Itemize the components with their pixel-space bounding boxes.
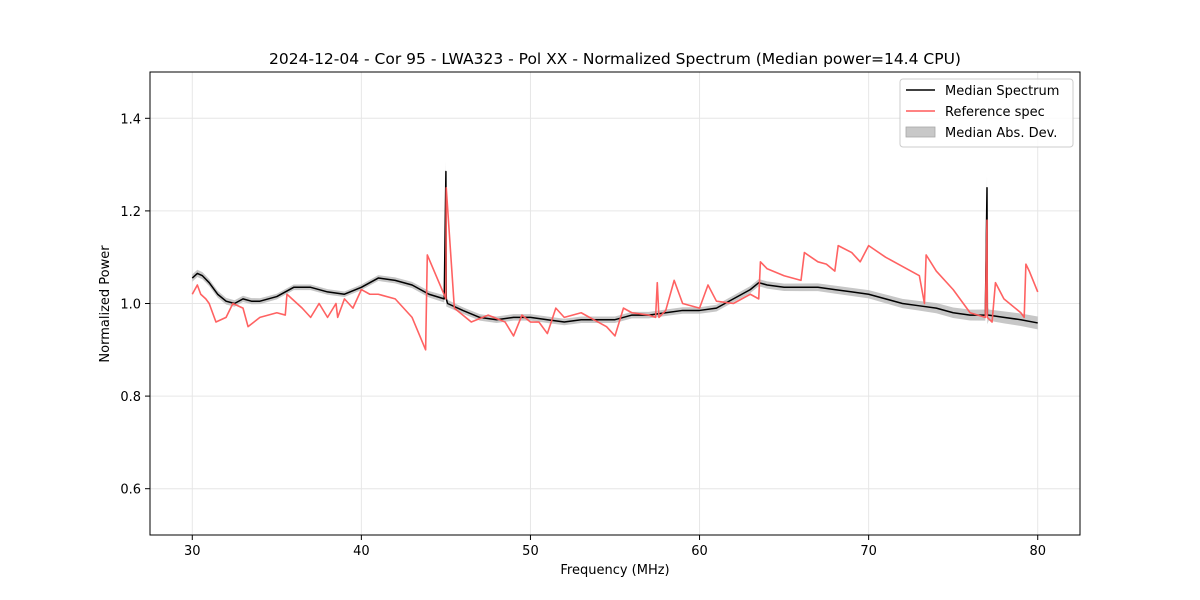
x-tick-label: 30 [184,544,201,559]
x-tick-label: 70 [860,544,877,559]
legend-box [899,78,1074,148]
legend-reference-label: Reference spec [945,105,1045,120]
y-tick-label: 1.0 [120,298,141,313]
chart-title: 2024-12-04 - Cor 95 - LWA323 - Pol XX - … [269,50,961,68]
y-tick-label: 0.6 [120,483,141,498]
median-abs-dev-band [192,161,1038,330]
x-tick-label: 40 [353,544,370,559]
median-spectrum-line [191,170,1038,324]
legend-mad-label: Median Abs. Dev. [945,126,1057,141]
y-tick-label: 0.8 [120,390,141,405]
y-tick-label: 1.2 [120,205,141,220]
x-tick-label: 60 [691,544,708,559]
plot-area [191,161,1039,351]
y-axis-label: Normalized Power [98,245,113,363]
x-tick-label: 50 [522,544,539,559]
reference-spectrum-line [191,186,1039,351]
axis-ticks: 30 40 50 60 70 80 0.6 0.8 1.0 1.2 1.4 [120,112,1046,559]
x-axis-label: Frequency (MHz) [560,563,669,578]
x-tick-label: 80 [1029,544,1046,559]
legend-mad-swatch [905,126,936,138]
y-tick-label: 1.4 [120,112,141,127]
legend-median-label: Median Spectrum [945,84,1059,99]
legend: Median Spectrum Reference spec Median Ab… [899,78,1074,148]
